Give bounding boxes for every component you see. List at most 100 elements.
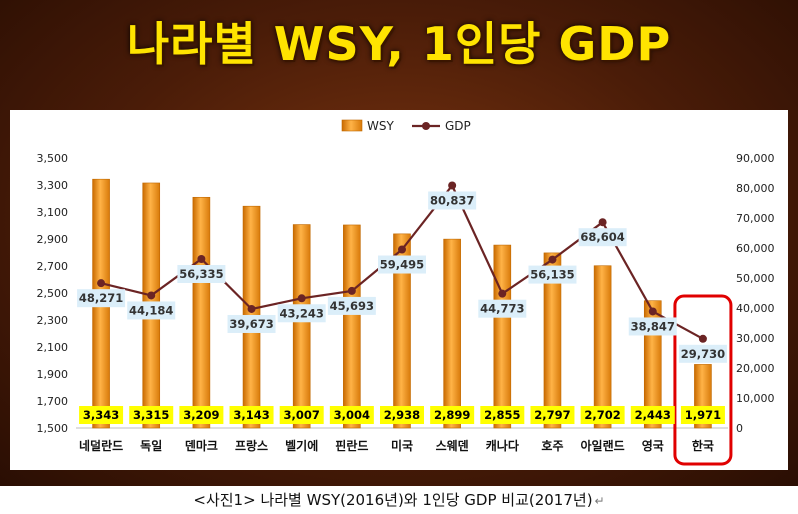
y-right-tick-label: 90,000 [736, 152, 775, 165]
legend-swatch-wsy [341, 119, 363, 132]
x-tick-label: 호주 [541, 439, 563, 453]
bar-wsy [292, 224, 311, 429]
bar-value-label: 2,443 [635, 408, 671, 422]
y-left-tick-label: 3,100 [37, 206, 69, 219]
bar-value-label: 2,702 [584, 408, 620, 422]
bar-value-box [380, 406, 424, 424]
gdp-point [648, 307, 657, 316]
gdp-point [448, 181, 457, 190]
gdp-label-box [678, 344, 727, 363]
caption-text: <사진1> 나라별 WSY(2016년)와 1인당 GDP 비교(2017년) [193, 491, 593, 509]
bar-wsy [192, 196, 211, 429]
x-tick-label: 독일 [140, 439, 162, 453]
x-tick-label: 벨기에 [285, 438, 318, 453]
bar-value-label: 3,315 [133, 408, 169, 422]
bar-value-label: 3,007 [283, 408, 319, 422]
gdp-label-box [528, 265, 577, 284]
gdp-label-box [478, 299, 527, 318]
bar-value-label: 3,143 [233, 408, 269, 422]
bar-value-label: 1,971 [685, 408, 721, 422]
bar-wsy [443, 238, 461, 429]
bar-wsy [493, 244, 512, 429]
gdp-label-box [428, 191, 477, 210]
y-right-tick-label: 40,000 [736, 302, 775, 315]
gdp-point [498, 289, 507, 298]
gdp-label-box [327, 296, 376, 315]
y-right-tick-label: 30,000 [736, 332, 775, 345]
y-left-tick-label: 1,500 [37, 422, 69, 435]
y-right-tick-label: 80,000 [736, 182, 775, 195]
gdp-point [347, 286, 356, 295]
bar-value-box [530, 406, 575, 424]
gdp-value-label: 56,135 [530, 268, 574, 282]
bar-wsy [343, 224, 361, 429]
y-right-tick-label: 60,000 [736, 242, 775, 255]
bar-value-box [129, 406, 174, 424]
y-right-tick-label: 70,000 [736, 212, 775, 225]
x-tick-label: 한국 [692, 438, 714, 453]
gdp-label-box [127, 301, 176, 320]
bar-value-box [480, 406, 525, 424]
gdp-value-label: 39,673 [229, 317, 273, 331]
gdp-label-box [277, 304, 326, 323]
gdp-point [398, 245, 406, 254]
bar-value-label: 2,797 [534, 408, 570, 422]
bar-value-box [179, 406, 224, 424]
x-tick-label: 덴마크 [185, 438, 218, 453]
gdp-value-label: 56,335 [179, 267, 223, 281]
gdp-point [297, 294, 306, 303]
y-right-tick-label: 0 [736, 422, 743, 435]
y-left-tick-label: 1,700 [37, 395, 69, 408]
bar-wsy [393, 233, 411, 429]
y-left-tick-label: 2,100 [37, 341, 69, 354]
x-tick-label: 핀란드 [335, 438, 368, 453]
gdp-label-box [628, 317, 677, 336]
highlight-box [673, 294, 733, 466]
bar-value-box [329, 406, 374, 424]
gdp-point [698, 334, 707, 343]
gdp-value-label: 48,271 [79, 291, 123, 305]
bar-value-label: 2,938 [384, 408, 420, 422]
gdp-value-label: 29,730 [681, 347, 725, 361]
x-tick-label: 미국 [391, 438, 413, 453]
x-tick-label: 프랑스 [235, 439, 268, 453]
bar-value-label: 3,004 [334, 408, 370, 422]
y-left-tick-label: 2,300 [37, 314, 69, 327]
return-mark-icon: ↵ [594, 494, 605, 508]
legend-label-gdp: GDP [445, 119, 471, 133]
bar-wsy [543, 252, 562, 429]
bar-value-box [279, 406, 324, 424]
bar-value-label: 3,343 [83, 408, 119, 422]
y-left-tick-label: 2,900 [37, 233, 69, 246]
chart: 1,500 1,700 1,900 2,100 2,300 2,500 2,700 2,900… [37, 119, 775, 466]
y-left-tick-label: 2,500 [37, 287, 69, 300]
gdp-point [548, 255, 557, 264]
bar-value-box [79, 406, 124, 424]
gdp-value-label: 44,184 [129, 303, 173, 317]
y-right-tick-label: 50,000 [736, 272, 775, 285]
bar-value-box [630, 406, 675, 424]
legend-label-wsy: WSY [367, 119, 394, 133]
x-tick-label: 스웨덴 [436, 438, 469, 453]
legend-marker-gdp [422, 122, 430, 130]
gdp-value-label: 38,847 [631, 319, 675, 333]
gdp-point [97, 279, 106, 288]
x-tick-label: 캐나다 [486, 438, 519, 453]
y-right-tick-label: 20,000 [736, 362, 775, 375]
gdp-value-label: 68,604 [580, 230, 624, 244]
y-left-tick-label: 1,900 [37, 368, 69, 381]
gdp-label-box [227, 314, 276, 333]
gdp-label-box [77, 289, 126, 308]
bar-value-label: 3,209 [183, 408, 219, 422]
bar-value-box [229, 406, 274, 424]
figure-caption: <사진1> 나라별 WSY(2016년)와 1인당 GDP 비교(2017년) ↵ [0, 489, 798, 510]
gdp-value-label: 43,243 [279, 306, 323, 320]
gdp-point [197, 254, 206, 263]
gdp-point [598, 218, 607, 227]
gdp-label-box [177, 264, 226, 283]
y-right-tick-label: 10,000 [736, 392, 775, 405]
bar-wsy [593, 265, 612, 429]
gdp-label-box [378, 255, 426, 274]
bar-value-label: 2,899 [434, 408, 470, 422]
gdp-point [147, 291, 156, 300]
